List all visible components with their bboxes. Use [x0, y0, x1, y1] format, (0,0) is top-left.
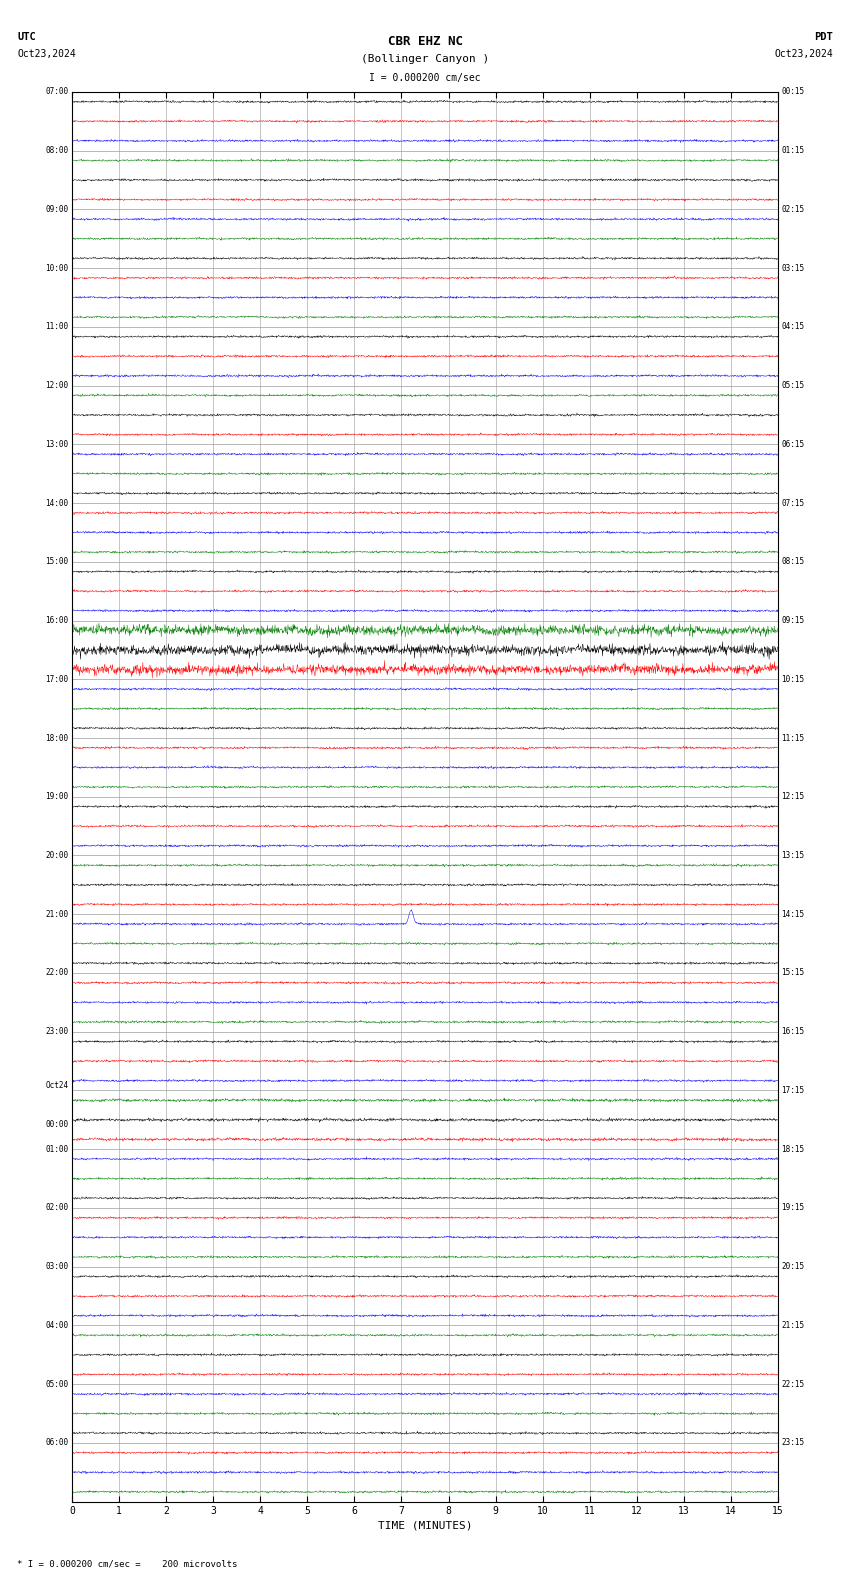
Text: (Bollinger Canyon ): (Bollinger Canyon ) — [361, 54, 489, 63]
Text: 18:00: 18:00 — [46, 733, 69, 743]
Text: PDT: PDT — [814, 32, 833, 41]
Text: 17:00: 17:00 — [46, 675, 69, 684]
Text: 00:15: 00:15 — [781, 87, 804, 97]
Text: 21:00: 21:00 — [46, 909, 69, 919]
Text: 23:00: 23:00 — [46, 1026, 69, 1036]
Text: UTC: UTC — [17, 32, 36, 41]
Text: * I = 0.000200 cm/sec =    200 microvolts: * I = 0.000200 cm/sec = 200 microvolts — [17, 1559, 237, 1568]
Text: 22:15: 22:15 — [781, 1380, 804, 1389]
Text: 04:15: 04:15 — [781, 322, 804, 331]
Text: 08:00: 08:00 — [46, 146, 69, 155]
Text: 15:00: 15:00 — [46, 558, 69, 567]
Text: 16:15: 16:15 — [781, 1026, 804, 1036]
Text: 12:15: 12:15 — [781, 792, 804, 802]
Text: 22:00: 22:00 — [46, 968, 69, 977]
Text: 06:15: 06:15 — [781, 440, 804, 448]
Text: 20:00: 20:00 — [46, 851, 69, 860]
Text: 16:00: 16:00 — [46, 616, 69, 626]
Text: 21:15: 21:15 — [781, 1321, 804, 1331]
X-axis label: TIME (MINUTES): TIME (MINUTES) — [377, 1521, 473, 1530]
Text: 12:00: 12:00 — [46, 382, 69, 390]
Text: 05:15: 05:15 — [781, 382, 804, 390]
Text: 14:00: 14:00 — [46, 499, 69, 507]
Text: Oct23,2024: Oct23,2024 — [17, 49, 76, 59]
Text: 14:15: 14:15 — [781, 909, 804, 919]
Text: CBR EHZ NC: CBR EHZ NC — [388, 35, 462, 48]
Text: 13:15: 13:15 — [781, 851, 804, 860]
Text: 11:00: 11:00 — [46, 322, 69, 331]
Text: 06:00: 06:00 — [46, 1438, 69, 1448]
Text: 18:15: 18:15 — [781, 1145, 804, 1153]
Text: 07:15: 07:15 — [781, 499, 804, 507]
Text: 19:15: 19:15 — [781, 1204, 804, 1212]
Text: 01:15: 01:15 — [781, 146, 804, 155]
Text: 08:15: 08:15 — [781, 558, 804, 567]
Text: 23:15: 23:15 — [781, 1438, 804, 1448]
Text: 03:15: 03:15 — [781, 263, 804, 272]
Text: 13:00: 13:00 — [46, 440, 69, 448]
Text: 15:15: 15:15 — [781, 968, 804, 977]
Text: 09:15: 09:15 — [781, 616, 804, 626]
Text: 07:00: 07:00 — [46, 87, 69, 97]
Text: 03:00: 03:00 — [46, 1262, 69, 1272]
Text: 04:00: 04:00 — [46, 1321, 69, 1331]
Text: 09:00: 09:00 — [46, 204, 69, 214]
Text: 02:15: 02:15 — [781, 204, 804, 214]
Text: Oct23,2024: Oct23,2024 — [774, 49, 833, 59]
Text: 01:00: 01:00 — [46, 1145, 69, 1153]
Text: 17:15: 17:15 — [781, 1087, 804, 1095]
Text: 02:00: 02:00 — [46, 1204, 69, 1212]
Text: 19:00: 19:00 — [46, 792, 69, 802]
Text: I = 0.000200 cm/sec: I = 0.000200 cm/sec — [369, 73, 481, 82]
Text: 20:15: 20:15 — [781, 1262, 804, 1272]
Text: 10:15: 10:15 — [781, 675, 804, 684]
Text: Oct24: Oct24 — [46, 1082, 69, 1090]
Text: 00:00: 00:00 — [46, 1120, 69, 1129]
Text: 10:00: 10:00 — [46, 263, 69, 272]
Text: 05:00: 05:00 — [46, 1380, 69, 1389]
Text: 11:15: 11:15 — [781, 733, 804, 743]
